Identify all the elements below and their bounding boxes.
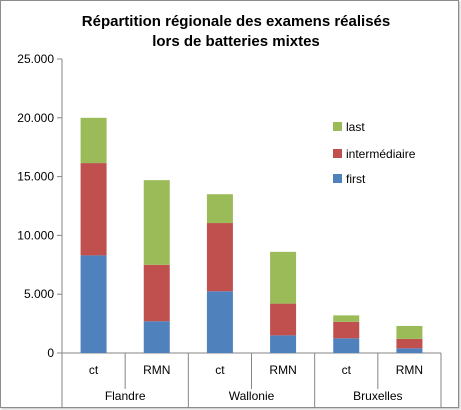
plot-area: 0 5.000 10.000 15.000 20.000 25.000 ct RMN Fland… [17,52,442,408]
bar-segment-first-5 [396,348,423,353]
legend-swatch-intermdiaire [333,149,342,158]
x-group-label: Flandre [105,389,146,403]
bar-segment-first-4 [333,338,360,353]
bar-segment-intermdiaire-3 [270,303,297,336]
x-group-label: Wallonie [229,389,275,403]
legend-label-last: last [346,120,365,134]
chart-title-line-1: Répartition régionale des examens réalis… [82,13,390,30]
bar-segment-last-4 [333,315,360,322]
x-group-label: Bruxelles [353,389,402,403]
legend-swatch-first [333,174,342,183]
y-tick-label: 20.000 [17,111,54,125]
x-category-label: ct [89,363,99,377]
legend-label-intermdiaire: intermédiaire [346,147,416,161]
bar-segment-intermdiaire-0 [80,163,107,256]
bar-segment-intermdiaire-4 [333,321,360,339]
x-category-label: RMN [396,363,423,377]
bar-segment-last-5 [396,325,423,339]
bar-segment-last-0 [80,117,107,164]
bar-segment-intermdiaire-5 [396,338,423,349]
bar-segment-intermdiaire-2 [206,223,233,292]
bar-segment-first-2 [206,291,233,353]
bar-segment-last-1 [143,180,170,265]
bar-segment-intermdiaire-1 [143,264,170,322]
y-tick-label: 10.000 [17,228,54,242]
bar-segment-first-1 [143,321,170,353]
x-category-label: ct [215,363,225,377]
y-tick-label: 0 [47,346,54,360]
bar-segment-first-3 [270,335,297,353]
bar-segment-last-2 [206,194,233,224]
chart-title-line-2: lors de batteries mixtes [152,33,320,50]
x-category-label: RMN [143,363,170,377]
x-category-label: RMN [269,363,296,377]
legend-swatch-last [333,122,342,131]
bar-segment-first-0 [80,255,107,353]
legend-label-first: first [346,172,366,186]
x-category-label: ct [342,363,352,377]
y-tick-label: 5.000 [24,287,54,301]
legend: last intermédiaire first [333,120,416,186]
y-tick-label: 15.000 [17,170,54,184]
y-tick-label: 25.000 [17,52,54,66]
bar-segment-last-3 [270,251,297,304]
